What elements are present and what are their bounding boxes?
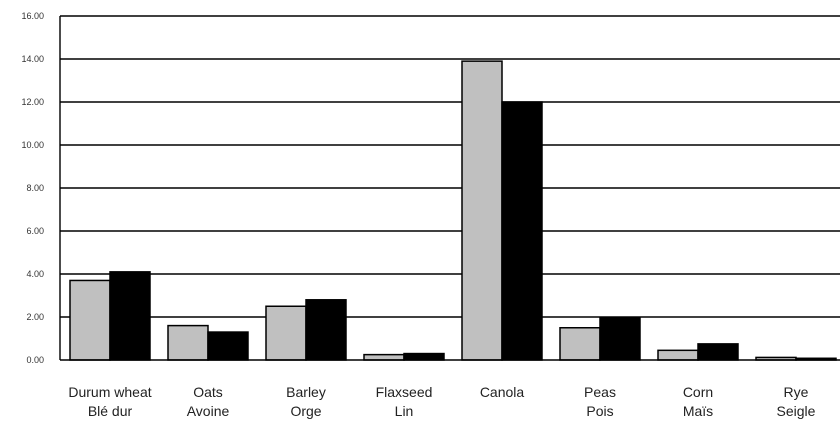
x-category-label: Lin — [395, 403, 414, 419]
x-category-label: Pois — [586, 403, 613, 419]
x-category-label: Orge — [290, 403, 321, 419]
bar — [109, 271, 151, 361]
y-tick-label: 6.00 — [26, 226, 44, 236]
x-category-label: Oats — [193, 384, 223, 400]
y-tick-label: 0.00 — [26, 355, 44, 365]
bars — [69, 60, 837, 361]
bar — [69, 279, 111, 361]
bar — [657, 349, 699, 361]
x-axis-category-labels: Durum wheat Blé dur Oats Avoine Barley Orge Fl… — [68, 384, 815, 419]
y-tick-label: 10.00 — [21, 140, 44, 150]
bar — [363, 353, 405, 361]
y-tick-label: 4.00 — [26, 269, 44, 279]
bar — [501, 101, 543, 361]
bar — [403, 352, 445, 361]
y-tick-label: 14.00 — [21, 54, 44, 64]
bar — [207, 331, 249, 361]
bar — [461, 60, 503, 361]
y-tick-label: 16.00 — [21, 11, 44, 21]
x-category-label: Flaxseed — [376, 384, 433, 400]
x-category-label: Maïs — [683, 403, 713, 419]
bar — [265, 305, 307, 361]
y-tick-label: 2.00 — [26, 312, 44, 322]
bar — [559, 327, 601, 361]
x-category-label: Seigle — [777, 403, 816, 419]
x-category-label: Blé dur — [88, 403, 133, 419]
y-axis-tick-labels: 0.00 2.00 4.00 6.00 8.00 10.00 12.00 14.00 16.00 — [21, 11, 44, 365]
y-tick-label: 12.00 — [21, 97, 44, 107]
bar — [167, 324, 209, 361]
x-category-label: Durum wheat — [68, 384, 151, 400]
x-category-label: Canola — [480, 384, 525, 400]
bar — [305, 299, 347, 361]
bar — [599, 317, 641, 361]
grid-lines — [60, 15, 840, 318]
x-category-label: Corn — [683, 384, 713, 400]
bar — [697, 343, 739, 361]
x-category-label: Barley — [286, 384, 326, 400]
x-category-label: Peas — [584, 384, 616, 400]
y-tick-label: 8.00 — [26, 183, 44, 193]
x-category-label: Avoine — [187, 403, 230, 419]
x-category-label: Rye — [784, 384, 809, 400]
